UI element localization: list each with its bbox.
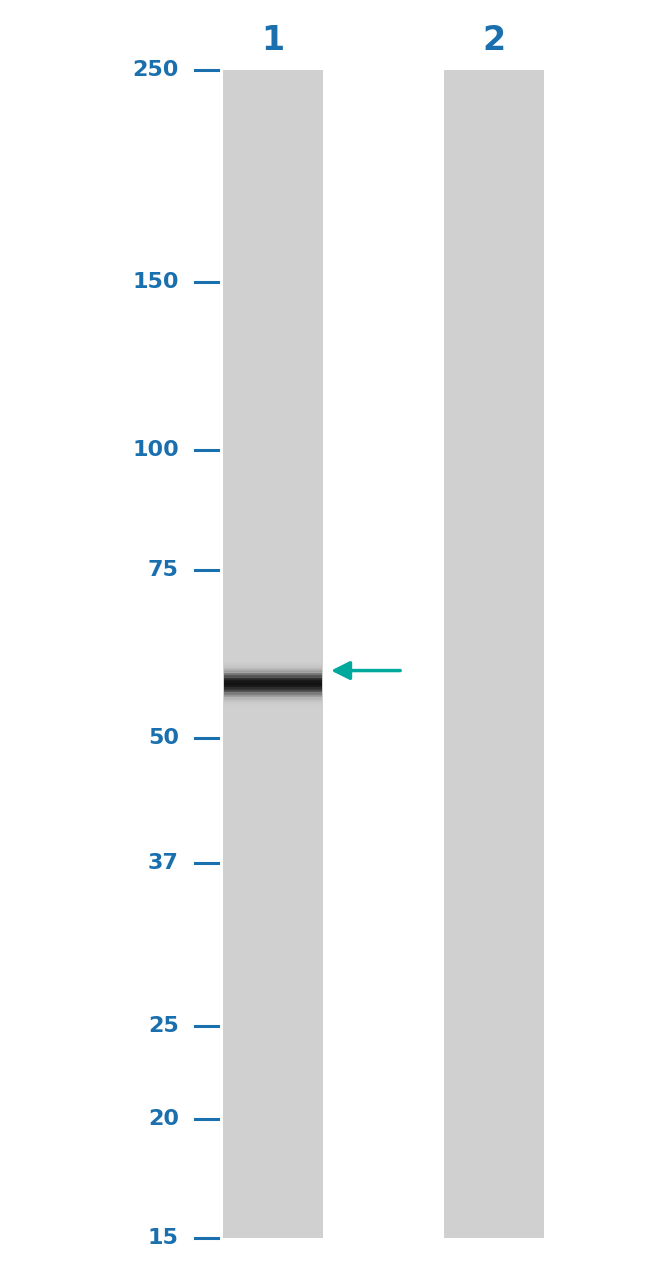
Bar [224, 659, 322, 660]
Bar [224, 655, 322, 657]
Bar [224, 707, 322, 709]
Text: 25: 25 [148, 1016, 179, 1036]
Bar [224, 697, 322, 698]
Bar [224, 685, 322, 686]
Bar [224, 681, 322, 682]
Bar [224, 690, 322, 691]
Bar [224, 664, 322, 665]
Bar [224, 667, 322, 668]
Bar [224, 671, 322, 673]
Bar [224, 688, 322, 690]
Bar [224, 655, 322, 657]
Bar [224, 658, 322, 659]
Bar [224, 658, 322, 659]
Bar [224, 674, 322, 676]
Bar [224, 692, 322, 693]
Bar [224, 697, 322, 698]
Bar [224, 698, 322, 700]
Bar [224, 668, 322, 669]
Bar [224, 657, 322, 658]
Bar [224, 687, 322, 688]
Bar [224, 657, 322, 658]
Bar [224, 693, 322, 696]
Bar [224, 678, 322, 679]
Bar [443, 70, 545, 1238]
Bar [224, 704, 322, 705]
Text: 100: 100 [132, 441, 179, 461]
Bar [224, 667, 322, 668]
Bar [224, 687, 322, 688]
Bar [224, 665, 322, 667]
Bar [222, 70, 323, 1238]
Bar [224, 709, 322, 710]
Bar [224, 704, 322, 705]
Bar [224, 705, 322, 706]
Bar [224, 673, 322, 674]
Bar [224, 696, 322, 697]
Bar [224, 685, 322, 686]
Bar [224, 663, 322, 664]
Bar [224, 711, 322, 712]
Bar [224, 679, 322, 681]
Bar [224, 691, 322, 692]
Bar [224, 696, 322, 697]
Bar [224, 676, 322, 677]
Bar [224, 700, 322, 701]
Text: 250: 250 [133, 60, 179, 80]
Bar [224, 676, 322, 677]
Bar [224, 682, 322, 683]
Bar [224, 707, 322, 709]
Bar [224, 706, 322, 707]
Bar [224, 705, 322, 706]
Bar [224, 702, 322, 704]
Bar [224, 662, 322, 663]
Text: 15: 15 [148, 1228, 179, 1248]
Bar [224, 674, 322, 676]
Bar [224, 660, 322, 662]
Bar [224, 692, 322, 693]
Bar [224, 672, 322, 673]
Bar [224, 709, 322, 710]
Bar [224, 668, 322, 669]
Bar [224, 693, 322, 695]
Text: 1: 1 [261, 24, 285, 57]
Bar [224, 681, 322, 682]
Bar [224, 710, 322, 711]
Bar [224, 664, 322, 665]
Bar [224, 673, 322, 674]
Text: 20: 20 [148, 1109, 179, 1129]
Bar [224, 669, 322, 671]
Bar [224, 686, 322, 687]
Text: 150: 150 [132, 272, 179, 292]
Bar [224, 690, 322, 691]
Text: 2: 2 [482, 24, 506, 57]
Bar [224, 679, 322, 681]
Bar [224, 662, 322, 663]
Text: 75: 75 [148, 560, 179, 580]
Bar [224, 686, 322, 687]
Bar [224, 669, 322, 671]
Bar [224, 698, 322, 700]
Bar [224, 701, 322, 702]
Bar [224, 678, 322, 679]
Text: 37: 37 [148, 853, 179, 874]
Bar [224, 701, 322, 702]
Bar [224, 677, 322, 678]
Bar [224, 695, 322, 696]
Bar [224, 659, 322, 662]
Text: 50: 50 [148, 728, 179, 748]
Bar [224, 671, 322, 672]
Bar [224, 702, 322, 704]
Bar [224, 691, 322, 692]
Bar [224, 682, 322, 683]
Bar [224, 683, 322, 685]
Bar [224, 710, 322, 711]
Bar [224, 663, 322, 664]
